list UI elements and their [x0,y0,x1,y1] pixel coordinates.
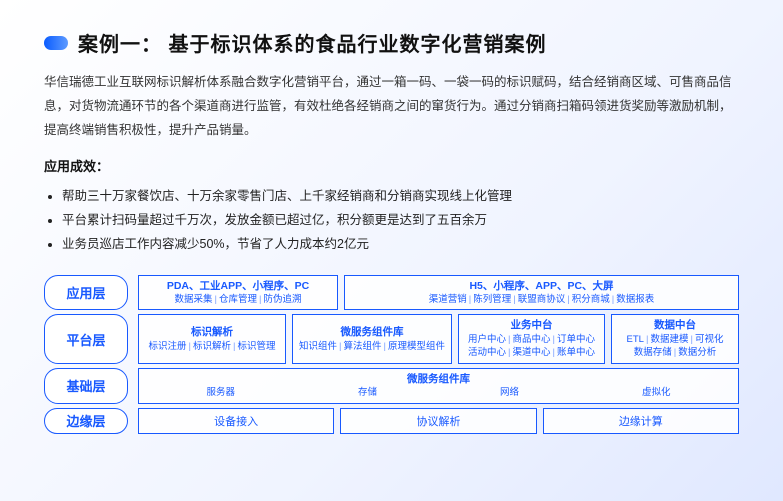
group-tags: 服务器存储网络虚拟化 [145,386,732,399]
layer-app: 应用层 PDA、工业APP、小程序、PC 数据采集|仓库管理|防伪追溯 H5、小… [44,275,739,311]
list-item: 帮助三十万家餐饮店、十万余家零售门店、上千家经销商和分销商实现线上化管理 [62,185,739,209]
group-tags: 渠道营销|陈列管理|联盟商协议|积分商城|数据报表 [429,293,654,306]
group-base: 微服务组件库 服务器存储网络虚拟化 [138,368,739,404]
group-tags: 数据采集|仓库管理|防伪追溯 [175,293,302,306]
layer-label: 应用层 [44,275,128,311]
description-text: 华信瑞德工业互联网标识解析体系融合数字化营销平台，通过一箱一码、一袋一码的标识赋… [44,71,739,142]
edge-cell: 边缘计算 [543,408,739,434]
group-tags: 活动中心|渠道中心|账单中心 [468,346,595,359]
group-app-left: PDA、工业APP、小程序、PC 数据采集|仓库管理|防伪追溯 [138,275,338,311]
group-title: 微服务组件库 [407,372,470,387]
group-title: PDA、工业APP、小程序、PC [167,279,309,294]
page-title: 案例一： 基于标识体系的食品行业数字化营销案例 [78,28,547,57]
edge-cell: 设备接入 [138,408,334,434]
effects-heading: 应用成效： [44,156,739,175]
title-row: 案例一： 基于标识体系的食品行业数字化营销案例 [44,28,739,57]
group-title: 数据中台 [654,318,696,333]
group-tags: 知识组件|算法组件|原理模型组件 [299,340,445,353]
list-item: 平台累计扫码量超过千万次，发放金额已超过亿，积分额更是达到了五百余万 [62,209,739,233]
group-title: 业务中台 [510,318,552,333]
group-tags: ETL|数据建模|可视化 [627,333,724,346]
group-tags: 数据存储|数据分析 [634,346,717,359]
group-title: H5、小程序、APP、PC、大屏 [469,279,613,294]
group-title: 标识解析 [191,325,233,340]
group-title: 微服务组件库 [340,325,403,340]
group-platform-1: 标识解析 标识注册|标识解析|标识管理 [138,314,286,363]
list-item: 业务员巡店工作内容减少50%，节省了人力成本约2亿元 [62,233,739,257]
group-platform-3: 业务中台 用户中心|商品中心|订单中心 活动中心|渠道中心|账单中心 [458,314,605,363]
layer-label: 基础层 [44,368,128,404]
layer-base: 基础层 微服务组件库 服务器存储网络虚拟化 [44,368,739,404]
layer-platform: 平台层 标识解析 标识注册|标识解析|标识管理 微服务组件库 知识组件|算法组件… [44,314,739,363]
bullet-icon [44,36,68,50]
group-platform-2: 微服务组件库 知识组件|算法组件|原理模型组件 [292,314,452,363]
layer-label: 平台层 [44,314,128,363]
group-tags: 用户中心|商品中心|订单中心 [468,333,595,346]
group-tags: 标识注册|标识解析|标识管理 [149,340,276,353]
edge-cell: 协议解析 [340,408,536,434]
effects-list: 帮助三十万家餐饮店、十万余家零售门店、上千家经销商和分销商实现线上化管理 平台累… [44,185,739,256]
group-platform-4: 数据中台 ETL|数据建模|可视化 数据存储|数据分析 [611,314,739,363]
architecture-diagram: 应用层 PDA、工业APP、小程序、PC 数据采集|仓库管理|防伪追溯 H5、小… [44,275,739,434]
group-app-right: H5、小程序、APP、PC、大屏 渠道营销|陈列管理|联盟商协议|积分商城|数据… [344,275,739,311]
layer-edge: 边缘层 设备接入 协议解析 边缘计算 [44,408,739,434]
layer-label: 边缘层 [44,408,128,434]
